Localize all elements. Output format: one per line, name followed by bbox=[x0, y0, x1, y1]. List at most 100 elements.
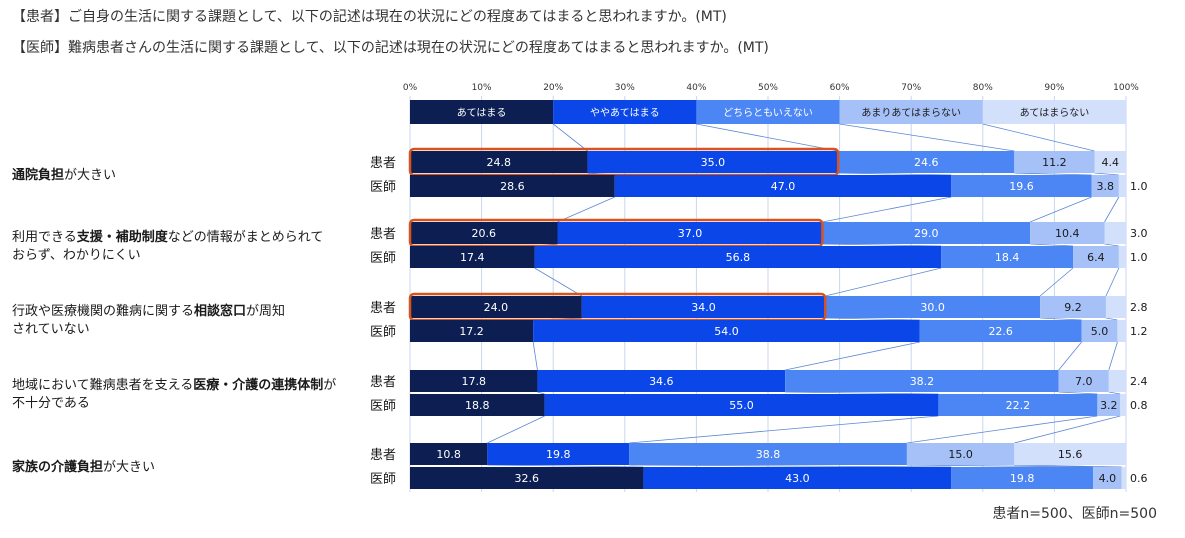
data-label: 3.8 bbox=[1096, 180, 1114, 193]
item-label: 利用できる支援・補助制度などの情報がまとめられて bbox=[12, 229, 323, 245]
bar-segment bbox=[534, 246, 942, 268]
data-label: 20.6 bbox=[471, 227, 496, 240]
data-label: 37.0 bbox=[678, 227, 703, 240]
legend-swatch bbox=[696, 100, 840, 124]
legend-label: どちらともいえない bbox=[723, 107, 813, 119]
bar-segment bbox=[410, 443, 488, 465]
row-label: 患者 bbox=[370, 301, 396, 316]
data-label: 17.4 bbox=[460, 251, 485, 264]
data-label: 15.6 bbox=[1058, 448, 1083, 461]
data-label: 0.6 bbox=[1130, 472, 1148, 485]
bar-segment bbox=[822, 222, 1031, 244]
data-label: 1.0 bbox=[1130, 180, 1148, 193]
connector-line bbox=[1058, 341, 1082, 371]
row-label: 医師 bbox=[370, 399, 396, 414]
legend-label: あてはまらない bbox=[1020, 107, 1090, 119]
item-label: 地域において難病患者を支える医療・介護の連携体制が bbox=[12, 377, 336, 393]
data-label: 47.0 bbox=[771, 180, 796, 193]
item-label: 行政や医療機関の難病に関する相談窓口が周知 bbox=[12, 303, 285, 319]
bar-segment bbox=[1118, 246, 1126, 268]
bar-segment bbox=[410, 246, 535, 268]
connector-line bbox=[1108, 391, 1121, 395]
legend-label: あまりあてはまらない bbox=[861, 107, 961, 119]
bar-segment bbox=[537, 370, 786, 392]
bar-segment bbox=[581, 296, 826, 318]
item-label: おらず、わかりにくい bbox=[12, 248, 141, 263]
legend-swatch bbox=[982, 100, 1126, 124]
data-label: 18.4 bbox=[995, 251, 1020, 264]
connector-line bbox=[1058, 391, 1098, 395]
item-label: されていない bbox=[12, 322, 90, 337]
data-label: 30.0 bbox=[920, 301, 945, 314]
x-tick-label: 40% bbox=[686, 83, 706, 93]
bar-segment bbox=[1117, 320, 1126, 342]
data-label: 0.8 bbox=[1130, 399, 1148, 412]
bar-segment bbox=[1091, 175, 1119, 197]
legend-swatch bbox=[410, 100, 554, 124]
connector-line bbox=[822, 243, 942, 247]
row-label: 患者 bbox=[370, 227, 396, 242]
chart-title-doctor: 【医師】難病患者さんの生活に関する課題として、以下の記述は現在の状況にどの程度あ… bbox=[12, 40, 769, 56]
data-label: 1.0 bbox=[1130, 251, 1148, 264]
row-label: 医師 bbox=[370, 325, 396, 340]
bar-segment bbox=[1081, 320, 1118, 342]
connector-line bbox=[1105, 267, 1120, 297]
data-label: 7.0 bbox=[1075, 375, 1093, 388]
data-label: 10.8 bbox=[436, 448, 461, 461]
legend-label: ややあてはまる bbox=[590, 107, 660, 119]
bar-segment bbox=[785, 370, 1059, 392]
data-label: 56.8 bbox=[726, 251, 751, 264]
bar-segment bbox=[1040, 296, 1106, 318]
data-label: 2.4 bbox=[1130, 375, 1148, 388]
bar-segment bbox=[410, 222, 558, 244]
connector-line bbox=[1108, 341, 1118, 371]
row-label: 医師 bbox=[370, 180, 396, 195]
item-label: 家族の介護負担が大きい bbox=[12, 459, 155, 475]
connector-line bbox=[1040, 317, 1082, 321]
bar-segment bbox=[1094, 151, 1126, 173]
x-tick-label: 20% bbox=[543, 83, 563, 93]
bar-segment bbox=[1073, 246, 1119, 268]
sample-size-note: 患者n=500、医師n=500 bbox=[992, 506, 1157, 522]
data-label: 38.2 bbox=[910, 375, 935, 388]
data-label: 5.0 bbox=[1091, 325, 1109, 338]
bar-segment bbox=[919, 320, 1082, 342]
bar-segment bbox=[1093, 467, 1122, 489]
legend-swatch bbox=[839, 100, 983, 124]
legend-label: あてはまる bbox=[457, 107, 507, 119]
bar-segment bbox=[410, 467, 644, 489]
connector-line bbox=[534, 267, 583, 297]
data-label: 34.0 bbox=[691, 301, 716, 314]
connector-line bbox=[1104, 196, 1120, 223]
connector-line bbox=[825, 317, 920, 321]
data-label: 35.0 bbox=[701, 156, 726, 169]
data-label: 22.2 bbox=[1006, 399, 1031, 412]
bar-segment bbox=[951, 175, 1092, 197]
connector-line bbox=[629, 464, 952, 468]
data-label: 34.6 bbox=[649, 375, 674, 388]
data-label: 18.8 bbox=[465, 399, 490, 412]
data-label: 54.0 bbox=[714, 325, 739, 338]
bar-segment bbox=[410, 394, 545, 416]
x-tick-label: 70% bbox=[901, 83, 921, 93]
bar-segment bbox=[410, 296, 582, 318]
bar-segment bbox=[614, 175, 952, 197]
bar-segment bbox=[838, 151, 1015, 173]
bar-segment bbox=[410, 370, 538, 392]
connector-line bbox=[1105, 317, 1118, 321]
x-tick-label: 0% bbox=[403, 83, 418, 93]
item-label: 通院負担が大きい bbox=[12, 167, 116, 183]
row-label: 医師 bbox=[370, 472, 396, 487]
data-label: 4.4 bbox=[1101, 156, 1119, 169]
bar-segment bbox=[951, 467, 1094, 489]
bar-segment bbox=[906, 443, 1015, 465]
bar-segment bbox=[487, 443, 630, 465]
data-label: 3.2 bbox=[1100, 399, 1118, 412]
connector-line bbox=[838, 172, 952, 176]
bar-segment bbox=[1014, 443, 1126, 465]
data-label: 38.8 bbox=[756, 448, 781, 461]
connector-line bbox=[1014, 464, 1122, 468]
connector-line bbox=[906, 464, 1094, 468]
connector-line bbox=[1104, 243, 1119, 247]
